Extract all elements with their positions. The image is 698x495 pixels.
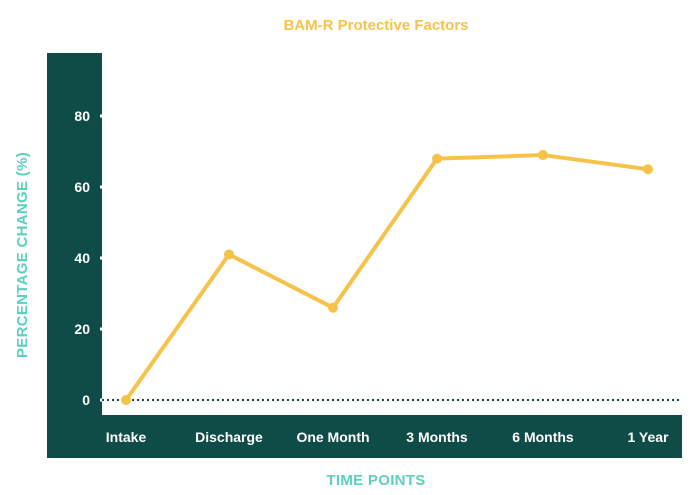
- x-axis-bar: [47, 415, 682, 458]
- y-axis-title: PERCENTAGE CHANGE (%): [14, 152, 31, 358]
- data-point: [432, 153, 442, 164]
- y-axis-ticks: 0 20 40 60 80: [74, 108, 106, 408]
- x-tick-label: 1 Year: [627, 429, 669, 445]
- y-tick-label: 60: [74, 179, 90, 195]
- chart-title: BAM-R Protective Factors: [283, 17, 468, 34]
- y-axis-bar: [47, 53, 102, 458]
- x-axis-title: TIME POINTS: [326, 472, 425, 489]
- y-tick-label: 80: [74, 108, 90, 124]
- x-tick-label: Discharge: [195, 429, 263, 445]
- data-point: [328, 302, 338, 313]
- x-tick-label: 6 Months: [512, 429, 574, 445]
- x-tick-label: One Month: [296, 429, 369, 445]
- y-tick-label: 0: [82, 392, 90, 408]
- data-point: [538, 150, 548, 161]
- data-point: [224, 249, 234, 260]
- x-axis-ticks: Intake Discharge One Month 3 Months 6 Months…: [106, 429, 669, 445]
- series-layer: [121, 150, 653, 405]
- y-tick-label: 40: [74, 250, 90, 266]
- data-point: [643, 164, 653, 175]
- y-tick-label: 20: [74, 321, 90, 337]
- x-tick-label: Intake: [106, 429, 147, 445]
- data-point: [121, 395, 131, 405]
- series-line: [124, 153, 650, 402]
- x-tick-label: 3 Months: [406, 429, 468, 445]
